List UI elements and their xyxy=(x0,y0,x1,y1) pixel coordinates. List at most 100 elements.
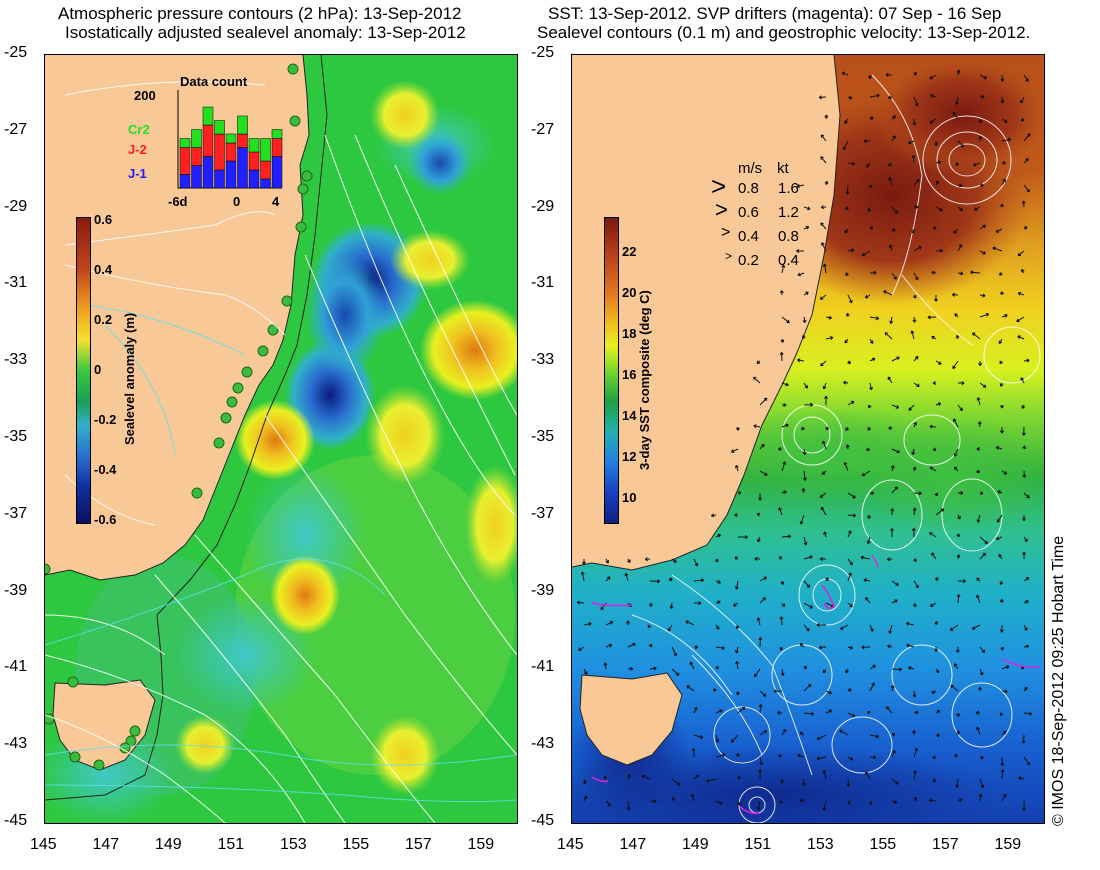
velocity-arrow xyxy=(970,270,981,275)
velocity-arrow xyxy=(979,382,987,388)
velocity-arrow xyxy=(865,771,871,780)
left-lon-tick: 157 xyxy=(405,836,432,853)
velocity-arrow xyxy=(929,466,937,472)
velocity-arrow xyxy=(887,162,893,167)
velocity-arrow xyxy=(860,555,871,560)
data-count-histogram xyxy=(177,90,283,189)
velocity-arrow xyxy=(801,334,806,340)
velocity-arrow xyxy=(950,684,959,692)
right-lat-tick: -33 xyxy=(531,351,555,369)
velocity-arrow xyxy=(891,356,900,362)
velocity-arrow xyxy=(693,645,699,650)
velocity-arrow xyxy=(867,404,872,409)
velocity-arrow xyxy=(820,506,827,516)
velocity-arrow xyxy=(825,709,833,714)
velocity-arrow xyxy=(714,558,719,563)
velocity-arrow xyxy=(995,228,1003,233)
velocity-arrow xyxy=(869,270,877,275)
velocity-arrow xyxy=(845,184,850,195)
velocity-arrow xyxy=(779,800,784,805)
velocity-arrow xyxy=(951,292,959,297)
velocity-arrow xyxy=(1021,404,1026,409)
velocity-arrow xyxy=(583,795,588,802)
velocity-arrow xyxy=(905,621,915,626)
velocity-arrow xyxy=(952,111,959,120)
velocity-arrow xyxy=(796,249,805,254)
velocity-arrow xyxy=(929,93,937,98)
velocity-arrow xyxy=(1023,358,1030,363)
velocity-arrow xyxy=(912,118,917,126)
velocity-arrow xyxy=(647,624,652,629)
velocity-arrow xyxy=(979,183,984,188)
velocity-arrow xyxy=(978,135,983,142)
velocity-arrow xyxy=(735,690,740,696)
velocity-arrow xyxy=(759,397,768,406)
velocity-arrow xyxy=(816,622,827,627)
velocity-arrow xyxy=(1000,756,1005,767)
data-count-bar-j2 xyxy=(202,124,214,157)
velocity-arrow xyxy=(778,556,783,560)
velocity-arrow xyxy=(866,710,871,715)
velocity-arrow xyxy=(759,690,767,697)
velocity-arrow xyxy=(735,624,740,630)
velocity-arrow xyxy=(1020,377,1025,384)
velocity-arrow xyxy=(998,553,1003,560)
velocity-arrow xyxy=(847,513,857,518)
velocity-arrow xyxy=(778,507,783,516)
velocity-arrow xyxy=(758,637,763,648)
velocity-arrow xyxy=(891,448,900,454)
right-lon-tick: 159 xyxy=(994,836,1022,853)
velocity-arrow xyxy=(891,272,897,280)
velocity-arrow xyxy=(845,668,849,674)
velocity-arrow xyxy=(869,491,875,496)
velocity-arrow xyxy=(780,668,785,676)
velocity-arrow xyxy=(847,602,853,608)
velocity-arrow xyxy=(891,227,896,232)
data-count-xtick-0: -6d xyxy=(168,194,188,209)
velocity-arrow xyxy=(691,748,696,758)
velocity-arrow xyxy=(754,556,761,561)
velocity-arrow xyxy=(952,360,959,370)
velocity-arrow xyxy=(927,315,937,320)
velocity-arrow xyxy=(803,602,813,609)
velocity-arrow xyxy=(820,205,827,210)
velocity-arrow xyxy=(715,753,726,758)
velocity-arrow xyxy=(864,294,871,299)
velocity-arrow xyxy=(869,116,874,121)
velocity-arrow xyxy=(825,336,834,340)
velocity-arrow xyxy=(869,226,874,230)
right-colorbar-tick: 20 xyxy=(622,285,637,300)
velocity-arrow xyxy=(912,690,917,698)
velocity-arrow xyxy=(1022,551,1027,560)
right-lon-tick: 157 xyxy=(932,836,959,853)
velocity-arrow xyxy=(869,93,880,98)
velocity-arrow xyxy=(869,338,874,344)
velocity-arrow xyxy=(1023,600,1029,604)
velocity-arrow xyxy=(957,381,965,386)
velocity-arrow xyxy=(825,426,829,431)
left-lat-tick: -41 xyxy=(4,658,28,676)
velocity-arrow xyxy=(1023,644,1030,649)
velocity-arrow xyxy=(891,404,900,409)
data-count-bar-cr2 xyxy=(214,120,225,135)
velocity-arrow xyxy=(975,594,981,604)
velocity-arrow xyxy=(889,316,894,324)
velocity-arrow xyxy=(847,558,853,566)
velocity-arrow xyxy=(865,597,871,604)
velocity-arrow xyxy=(734,556,739,560)
velocity-arrow xyxy=(932,447,937,452)
velocity-arrow xyxy=(797,272,805,277)
velocity-arrow xyxy=(847,400,855,406)
velocity-arrow xyxy=(734,464,739,472)
velocity-arrow xyxy=(781,602,786,608)
velocity-arrow xyxy=(869,382,873,391)
velocity-arrow xyxy=(825,690,832,695)
velocity-arrow xyxy=(957,206,963,212)
velocity-arrow xyxy=(955,334,960,340)
velocity-arrow xyxy=(956,554,961,560)
velocity-legend: m/s kt >0.8 1.6 >0.6 1.2 >0.4 0.8 >0.2 0.4 xyxy=(705,160,825,270)
velocity-arrow xyxy=(735,426,740,431)
velocity-arrow xyxy=(1017,776,1025,781)
velocity-arrow xyxy=(736,776,741,780)
velocity-arrow xyxy=(693,734,704,739)
